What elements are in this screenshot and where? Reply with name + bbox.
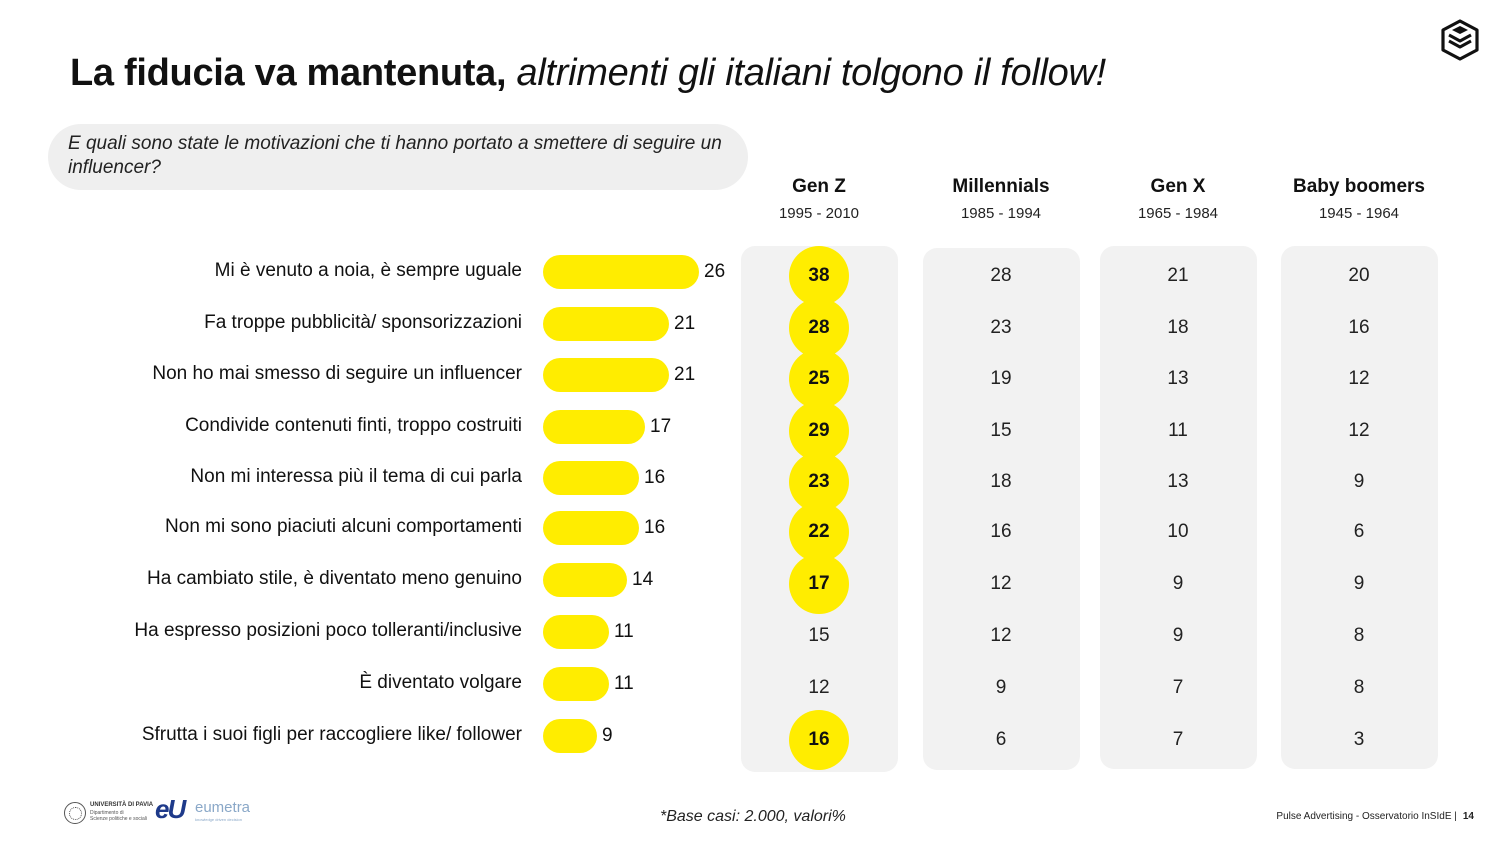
generation-value: 7 [1172, 729, 1184, 750]
generation-value: 23 [990, 317, 1012, 338]
chart-bar [543, 563, 627, 597]
generation-value: 7 [1172, 677, 1184, 698]
generation-years: 1965 - 1984 [1137, 205, 1219, 222]
title-italic: altrimenti gli italiani tolgono il follo… [516, 52, 1107, 94]
chart-bar [543, 615, 609, 649]
row-label: Non mi sono piaciuti alcuni comportament… [165, 516, 522, 537]
chart-bar [543, 358, 669, 392]
generation-name: Gen X [1150, 176, 1206, 197]
bar-value-label: 11 [614, 673, 634, 694]
generation-value-highlight: 38 [789, 246, 849, 306]
bar-value-label: 14 [632, 569, 654, 590]
generation-panel [923, 248, 1080, 770]
generation-value: 18 [990, 471, 1012, 492]
bar-value-label: 21 [674, 364, 696, 385]
university-logo-dept: Dipartimento di Scienze politiche e soci… [90, 810, 147, 822]
stack-logo-icon [1441, 19, 1479, 61]
title-bold: La fiducia va mantenuta, [70, 52, 507, 94]
generation-value: 3 [1353, 729, 1365, 750]
footer-credit: Pulse Advertising - Osservatorio InSIdE … [1276, 811, 1474, 822]
university-logo-name: UNIVERSITÀ DI PAVIA [90, 802, 154, 808]
eumetra-logo: eU eumetra knowledge driven decision [155, 794, 259, 826]
eumetra-word: eumetra [195, 799, 251, 816]
university-logo: UNIVERSITÀ DI PAVIA Dipartimento di Scie… [64, 800, 154, 828]
bar-value-label: 11 [614, 621, 634, 642]
row-label: Non mi interessa più il tema di cui parl… [190, 466, 522, 487]
generation-value: 15 [808, 625, 830, 646]
generation-value: 20 [1348, 265, 1370, 286]
generation-value: 13 [1167, 368, 1189, 389]
row-label: Non ho mai smesso di seguire un influenc… [152, 363, 522, 384]
generation-name: Baby boomers [1293, 176, 1425, 197]
generation-name: Millennials [952, 176, 1050, 197]
eumetra-tagline: knowledge driven decision [195, 817, 242, 822]
generation-value: 8 [1353, 625, 1365, 646]
chart-bar [543, 511, 639, 545]
chart-bar [543, 307, 669, 341]
survey-question: E quali sono state le motivazioni che ti… [48, 124, 748, 190]
bar-value-label: 16 [644, 467, 666, 488]
generation-value: 16 [1348, 317, 1370, 338]
university-seal-icon [64, 802, 86, 824]
generation-name: Gen Z [792, 176, 846, 197]
row-label: Fa troppe pubblicità/ sponsorizzazioni [204, 312, 522, 333]
bar-value-label: 26 [704, 261, 726, 282]
generation-value: 19 [990, 368, 1012, 389]
generation-panel [1100, 246, 1257, 769]
generation-value: 9 [1172, 573, 1184, 594]
generation-years: 1985 - 1994 [960, 205, 1042, 222]
generation-panel [1281, 246, 1438, 769]
bar-value-label: 17 [650, 416, 672, 437]
generation-value-highlight: 29 [789, 401, 849, 461]
generation-value: 28 [990, 265, 1012, 286]
bar-value-label: 16 [644, 517, 666, 538]
university-logo-line2: Dipartimento di [90, 810, 124, 816]
row-label: Mi è venuto a noia, è sempre uguale [214, 260, 522, 281]
generation-value: 12 [808, 677, 830, 698]
row-label: Ha cambiato stile, è diventato meno genu… [147, 568, 522, 589]
generation-value: 6 [995, 729, 1007, 750]
generation-value-highlight: 25 [789, 349, 849, 409]
chart-bar [543, 410, 645, 444]
generation-value: 16 [990, 521, 1012, 542]
generation-value: 18 [1167, 317, 1189, 338]
eumetra-mark: eU [155, 794, 186, 824]
row-label: Ha espresso posizioni poco tolleranti/in… [134, 620, 522, 641]
generation-value: 13 [1167, 471, 1189, 492]
row-label: È diventato volgare [359, 672, 522, 693]
generation-value: 9 [1353, 471, 1365, 492]
generation-value: 12 [1348, 368, 1370, 389]
university-logo-line3: Scienze politiche e sociali [90, 816, 147, 822]
generation-value: 11 [1168, 420, 1188, 441]
chart-bar [543, 461, 639, 495]
generation-value-highlight: 28 [789, 298, 849, 358]
bar-value-label: 9 [602, 725, 613, 746]
bar-value-label: 21 [674, 313, 696, 334]
generation-value-highlight: 16 [789, 710, 849, 770]
footer-text: Pulse Advertising - Osservatorio InSIdE … [1276, 811, 1457, 822]
page-number: 14 [1462, 811, 1474, 822]
row-label: Sfrutta i suoi figli per raccogliere lik… [141, 724, 522, 745]
footnote: *Base casi: 2.000, valori% [660, 808, 846, 825]
chart-bar [543, 719, 597, 753]
generation-value: 15 [990, 420, 1012, 441]
row-label: Condivide contenuti finti, troppo costru… [185, 415, 522, 436]
generation-value-highlight: 17 [789, 554, 849, 614]
generation-years: 1995 - 2010 [778, 205, 860, 222]
generation-value: 9 [995, 677, 1007, 698]
chart-bar [543, 255, 699, 289]
generation-value: 9 [1353, 573, 1365, 594]
generation-value: 21 [1167, 265, 1189, 286]
generation-value: 10 [1167, 521, 1189, 542]
generation-value: 6 [1353, 521, 1365, 542]
generation-years: 1945 - 1964 [1318, 205, 1400, 222]
generation-value: 8 [1353, 677, 1365, 698]
generation-value: 9 [1172, 625, 1184, 646]
generation-value-highlight: 22 [789, 502, 849, 562]
generation-value: 12 [990, 573, 1012, 594]
generation-value: 12 [1348, 420, 1370, 441]
chart-bar [543, 667, 609, 701]
generation-value: 12 [990, 625, 1012, 646]
page-title: La fiducia va mantenuta, altrimenti gli … [70, 52, 1106, 95]
